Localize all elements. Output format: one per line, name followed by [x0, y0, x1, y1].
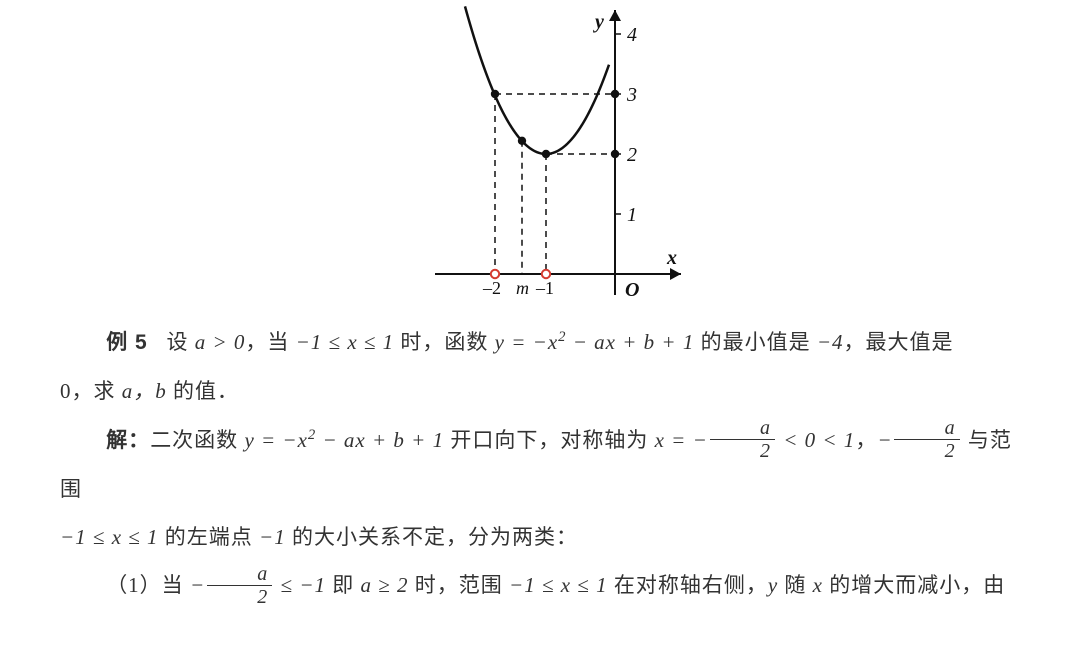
svg-text:O: O	[625, 279, 639, 301]
svg-text:–1: –1	[535, 278, 554, 298]
chart-container: 1 2 3 4 x y O –2 –1 m	[0, 0, 1080, 310]
svg-text:m: m	[516, 278, 529, 298]
expr-range-x-2: −1 ≤ x ≤ 1	[60, 525, 159, 549]
expr-a-gt-0: a > 0	[195, 330, 246, 354]
expr-a-ge-2: a ≥ 2	[361, 573, 409, 597]
vars-a-b: a，b	[122, 379, 167, 403]
svg-text:4: 4	[627, 24, 637, 46]
text-body: 例 5 设 a > 0，当 −1 ≤ x ≤ 1 时，函数 y = −x2 − …	[0, 310, 1080, 610]
svg-text:1: 1	[627, 204, 637, 226]
val-neg1: −1	[259, 525, 286, 549]
expr-function-2: y = −x2 − ax + b + 1	[244, 428, 444, 452]
expr-cond1: −a2 ≤ −1	[190, 573, 326, 597]
parabola-chart: 1 2 3 4 x y O –2 –1 m	[385, 4, 695, 304]
expr-range-x-3: −1 ≤ x ≤ 1	[509, 573, 608, 597]
paragraph-case-1: （1）当 −a2 ≤ −1 即 a ≥ 2 时，范围 −1 ≤ x ≤ 1 在对…	[60, 561, 1020, 609]
expr-function: y = −x2 − ax + b + 1	[495, 330, 695, 354]
expr-neg-a-over-2: −a2	[877, 428, 961, 452]
svg-text:–2: –2	[482, 278, 501, 298]
solution-label: 解：	[106, 429, 150, 452]
svg-text:x: x	[666, 247, 677, 269]
example-label: 例 5	[106, 331, 148, 354]
expr-axis: x = −a2 < 0 < 1	[655, 428, 856, 452]
svg-text:3: 3	[626, 84, 637, 106]
paragraph-solution-1: 解：二次函数 y = −x2 − ax + b + 1 开口向下，对称轴为 x …	[60, 416, 1020, 514]
paragraph-example-5: 例 5 设 a > 0，当 −1 ≤ x ≤ 1 时，函数 y = −x2 − …	[60, 318, 1020, 367]
var-x: x	[813, 573, 823, 597]
var-y: y	[768, 573, 778, 597]
val-neg4: −4	[817, 330, 844, 354]
svg-text:2: 2	[627, 144, 637, 166]
paragraph-line2: 0，求 a，b 的值．	[60, 367, 1020, 415]
paragraph-solution-2: −1 ≤ x ≤ 1 的左端点 −1 的大小关系不定，分为两类：	[60, 513, 1020, 561]
expr-range-x-1: −1 ≤ x ≤ 1	[296, 330, 395, 354]
svg-text:y: y	[593, 11, 604, 33]
